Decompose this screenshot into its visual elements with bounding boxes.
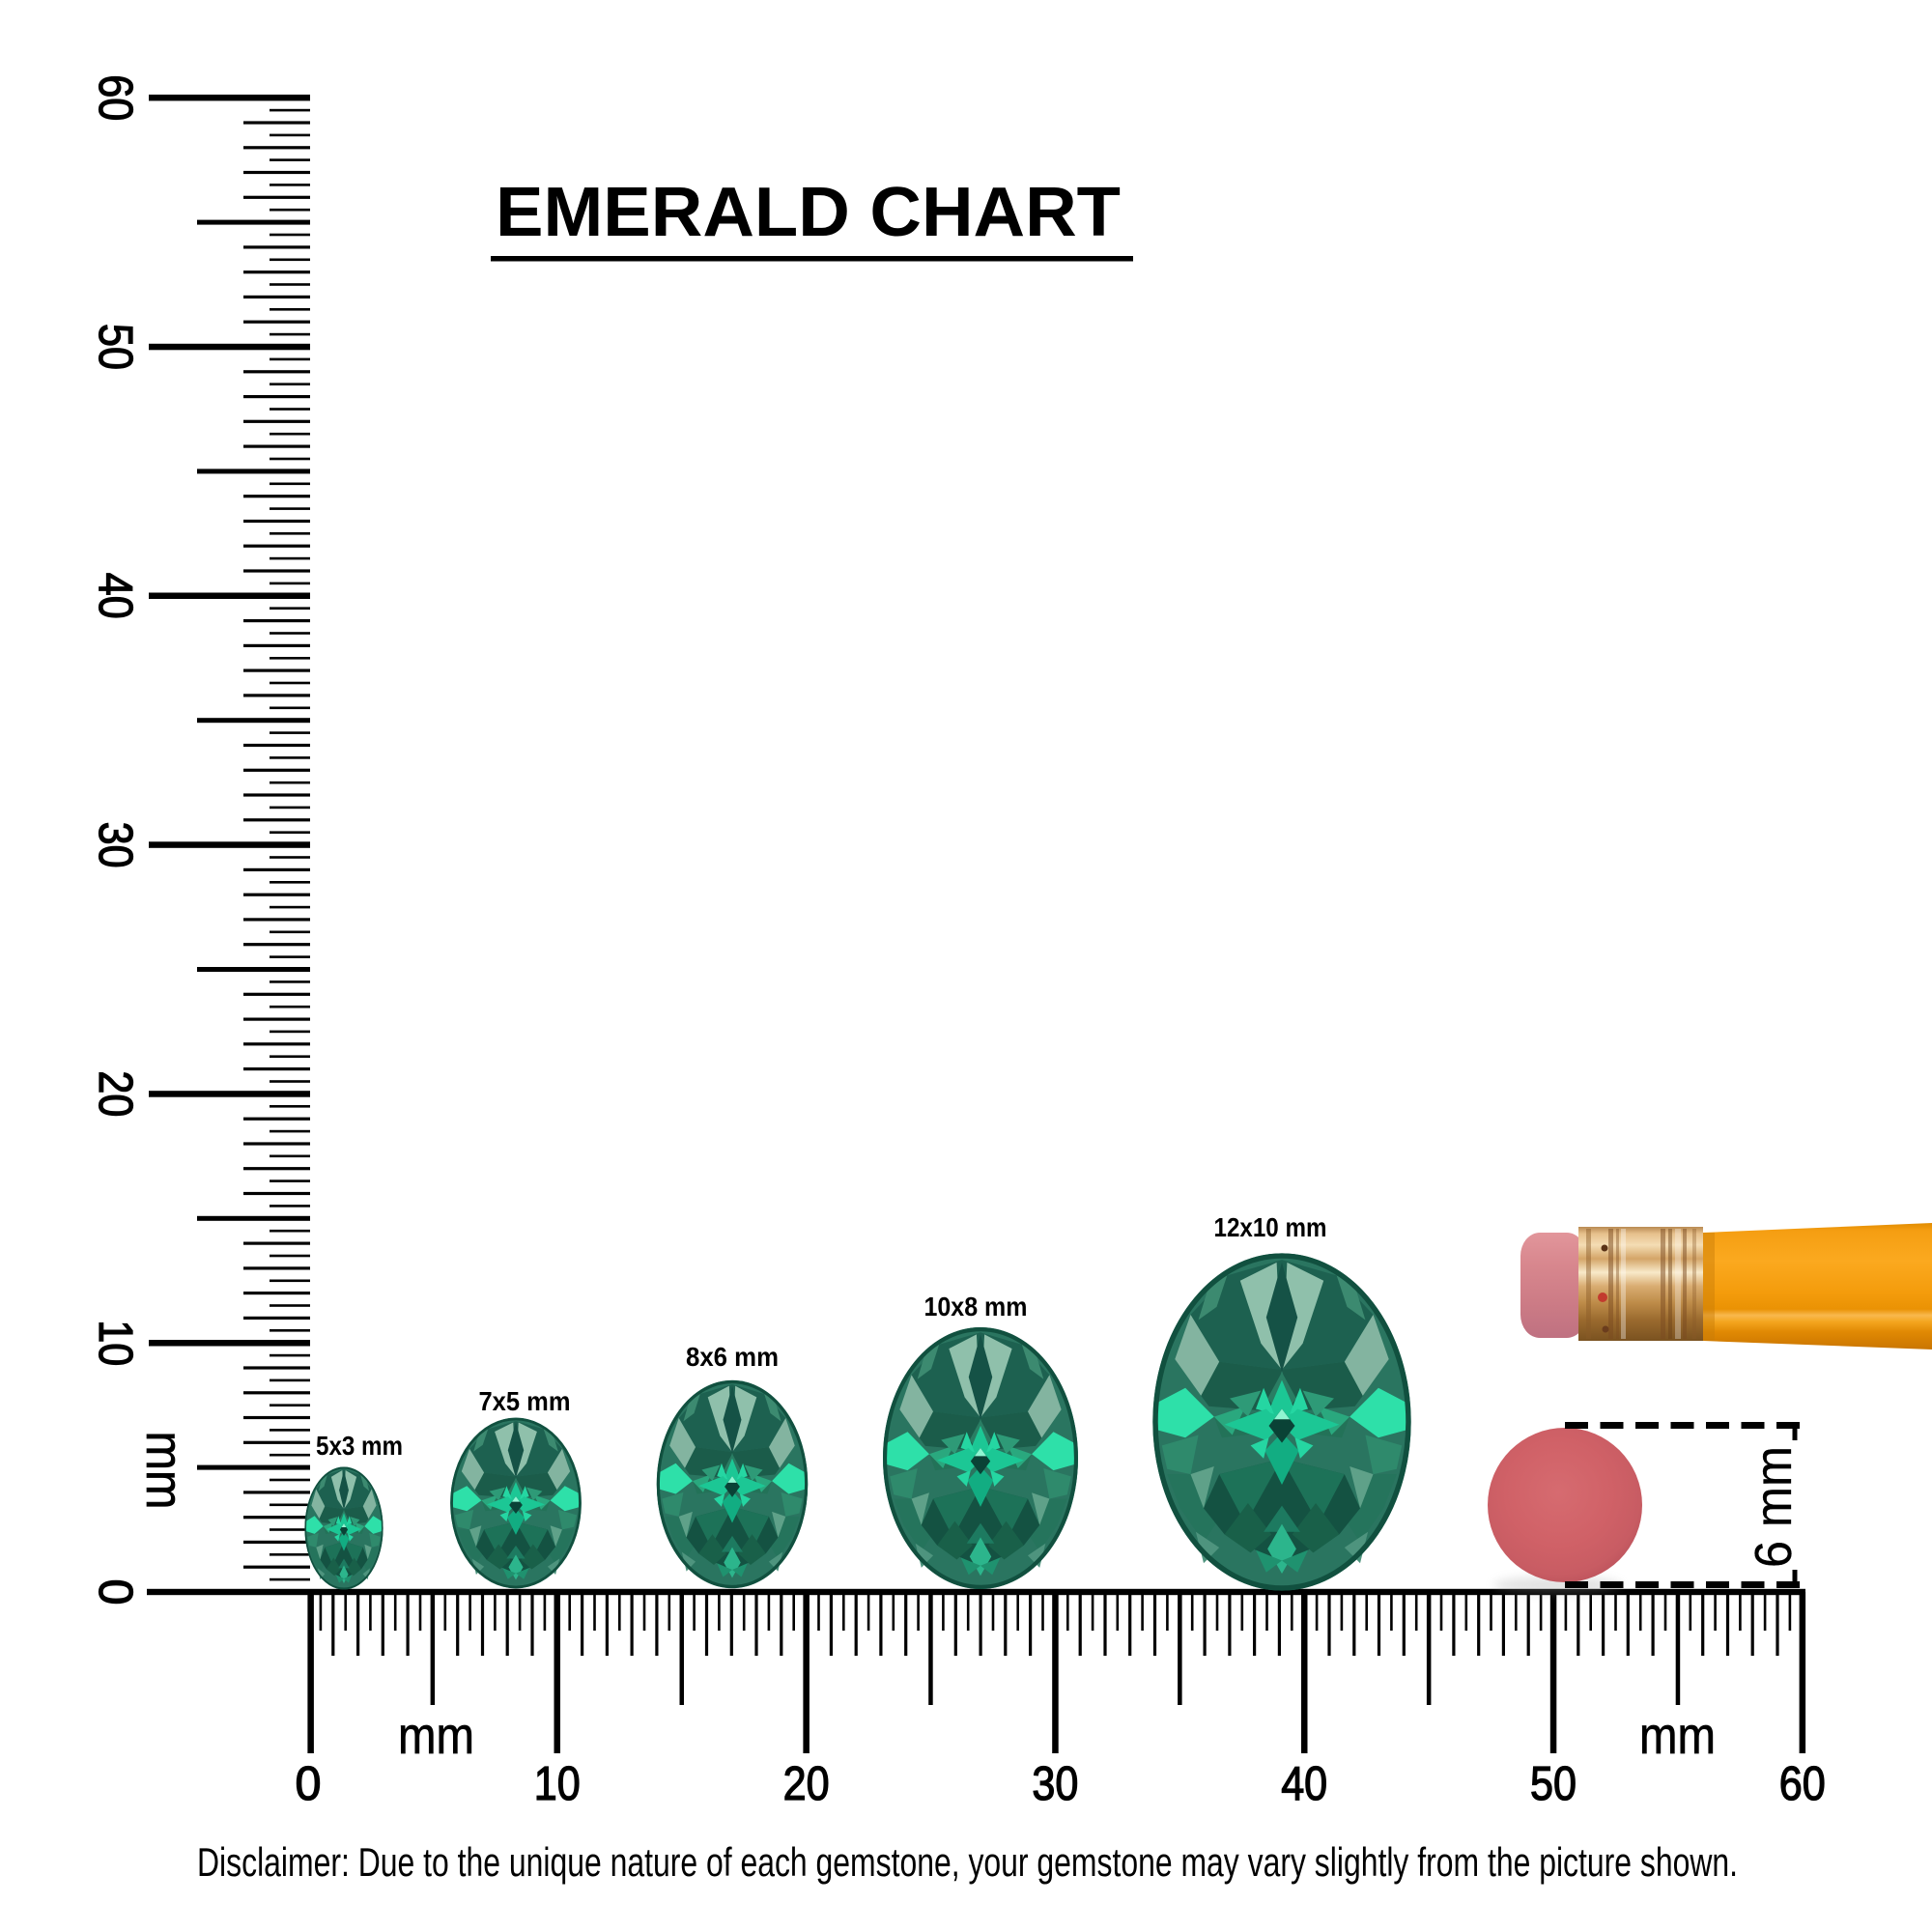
svg-text:20: 20: [89, 1070, 141, 1117]
svg-text:Disclaimer: Due to the unique: Disclaimer: Due to the unique nature of …: [197, 1839, 1738, 1885]
svg-text:60: 60: [89, 74, 141, 121]
svg-text:mm: mm: [1639, 1707, 1716, 1765]
svg-text:30: 30: [89, 822, 141, 868]
svg-text:30: 30: [1032, 1758, 1078, 1810]
svg-text:6 mm: 6 mm: [1745, 1446, 1803, 1568]
svg-text:8x6 mm: 8x6 mm: [686, 1342, 779, 1372]
svg-text:50: 50: [1530, 1758, 1577, 1810]
svg-text:EMERALD CHART: EMERALD CHART: [496, 174, 1121, 251]
svg-text:0: 0: [296, 1758, 322, 1810]
svg-text:0: 0: [89, 1579, 141, 1605]
svg-text:20: 20: [783, 1758, 830, 1810]
svg-text:5x3 mm: 5x3 mm: [316, 1431, 403, 1461]
svg-text:mm: mm: [398, 1707, 474, 1765]
svg-text:10: 10: [89, 1320, 141, 1366]
svg-text:7x5 mm: 7x5 mm: [479, 1386, 571, 1416]
svg-text:10: 10: [534, 1758, 581, 1810]
svg-text:40: 40: [89, 573, 141, 619]
svg-text:50: 50: [89, 324, 141, 370]
svg-text:12x10 mm: 12x10 mm: [1214, 1212, 1327, 1242]
svg-text:mm: mm: [135, 1432, 193, 1510]
svg-text:10x8 mm: 10x8 mm: [924, 1292, 1028, 1321]
svg-text:40: 40: [1281, 1758, 1327, 1810]
svg-text:60: 60: [1779, 1758, 1826, 1810]
